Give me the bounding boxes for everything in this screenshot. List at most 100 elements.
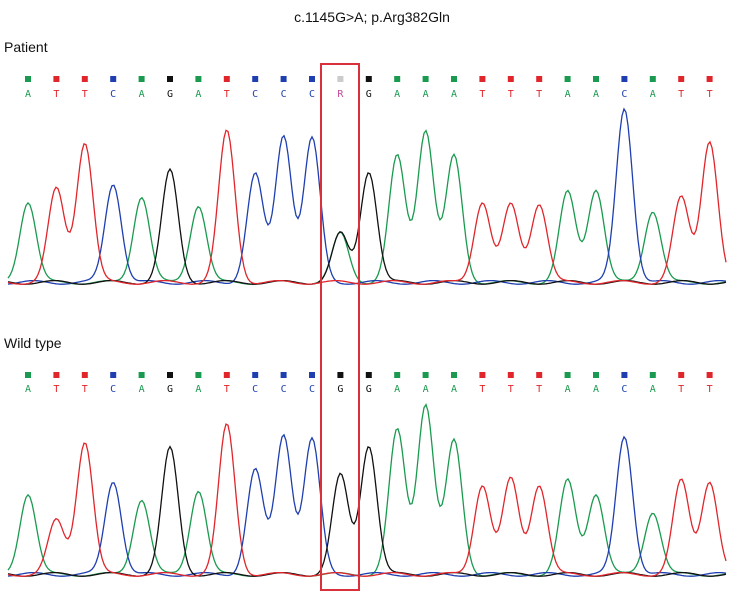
base-call: T (479, 89, 485, 100)
quality-mark (337, 372, 344, 378)
quality-mark (593, 372, 599, 378)
trace-t (7, 129, 727, 285)
quality-mark (649, 76, 656, 82)
quality-mark (337, 76, 344, 82)
base-call: T (82, 89, 88, 100)
quality-mark (365, 76, 372, 82)
base-call: A (25, 384, 31, 395)
figure-title: c.1145G>A; p.Arg382Gln (294, 9, 450, 25)
base-call: R (337, 89, 344, 100)
quality-mark (564, 76, 571, 82)
base-call: C (281, 89, 287, 100)
quality-mark (451, 372, 457, 378)
base-call: C (252, 384, 258, 395)
quality-mark (536, 372, 543, 378)
quality-mark (53, 76, 60, 82)
quality-mark (25, 372, 31, 378)
quality-mark (252, 76, 259, 82)
base-call: A (650, 384, 656, 395)
quality-mark (195, 76, 202, 82)
base-call: A (650, 89, 656, 100)
quality-mark (394, 372, 401, 378)
quality-mark (451, 76, 457, 82)
panel-label-wild-type: Wild type (4, 335, 62, 351)
base-call: G (337, 384, 343, 395)
quality-mark (167, 372, 173, 378)
base-call: C (621, 89, 627, 100)
quality-mark (167, 76, 173, 82)
variant-highlight-box (320, 63, 360, 591)
quality-mark (195, 372, 202, 378)
base-call: T (707, 384, 713, 395)
base-call: A (593, 384, 599, 395)
panel-label-patient: Patient (4, 39, 48, 55)
quality-mark (394, 76, 401, 82)
quality-mark (593, 76, 599, 82)
quality-mark (280, 372, 287, 378)
base-call: C (309, 384, 315, 395)
quality-mark (706, 372, 713, 378)
base-call: C (309, 89, 315, 100)
trace-c (7, 433, 727, 577)
base-call: T (508, 384, 514, 395)
base-call: A (565, 89, 571, 100)
base-call: A (139, 89, 145, 100)
quality-mark (138, 372, 145, 378)
base-call: A (25, 89, 31, 100)
base-call: A (394, 384, 400, 395)
base-call: T (536, 384, 542, 395)
trace-c (7, 107, 727, 285)
quality-mark (110, 372, 117, 378)
base-call: C (110, 89, 116, 100)
quality-mark (507, 372, 514, 378)
quality-mark (422, 76, 429, 82)
base-call: A (451, 384, 457, 395)
base-call: A (593, 89, 599, 100)
quality-mark (706, 76, 713, 82)
quality-mark (53, 372, 60, 378)
quality-mark (25, 76, 31, 82)
quality-mark (678, 372, 685, 378)
quality-mark (422, 372, 429, 378)
quality-mark (280, 76, 287, 82)
base-call: T (678, 384, 684, 395)
base-call: G (167, 384, 173, 395)
trace-a (7, 403, 727, 577)
base-call: T (536, 89, 542, 100)
quality-mark (309, 372, 315, 378)
quality-mark (649, 372, 656, 378)
base-call: C (281, 384, 287, 395)
quality-mark (621, 372, 628, 378)
trace-t (7, 423, 727, 577)
quality-mark (621, 76, 628, 82)
quality-mark (365, 372, 372, 378)
quality-mark (678, 76, 685, 82)
quality-mark (507, 76, 514, 82)
base-call: A (394, 89, 400, 100)
quality-mark (81, 372, 88, 378)
base-call: G (366, 384, 372, 395)
base-call: T (479, 384, 485, 395)
quality-mark (479, 372, 486, 378)
quality-mark (564, 372, 571, 378)
base-call: T (707, 89, 713, 100)
base-call: T (82, 384, 88, 395)
base-call: A (195, 89, 201, 100)
quality-mark (81, 76, 88, 82)
quality-mark (110, 76, 117, 82)
base-call: T (508, 89, 514, 100)
base-call: T (678, 89, 684, 100)
trace-g (7, 167, 727, 285)
quality-mark (536, 76, 543, 82)
quality-mark (223, 372, 230, 378)
base-call: C (252, 89, 258, 100)
base-call: A (423, 89, 429, 100)
quality-mark (479, 76, 486, 82)
base-call: A (565, 384, 571, 395)
base-call: T (53, 89, 59, 100)
base-call: T (53, 384, 59, 395)
base-call: A (195, 384, 201, 395)
